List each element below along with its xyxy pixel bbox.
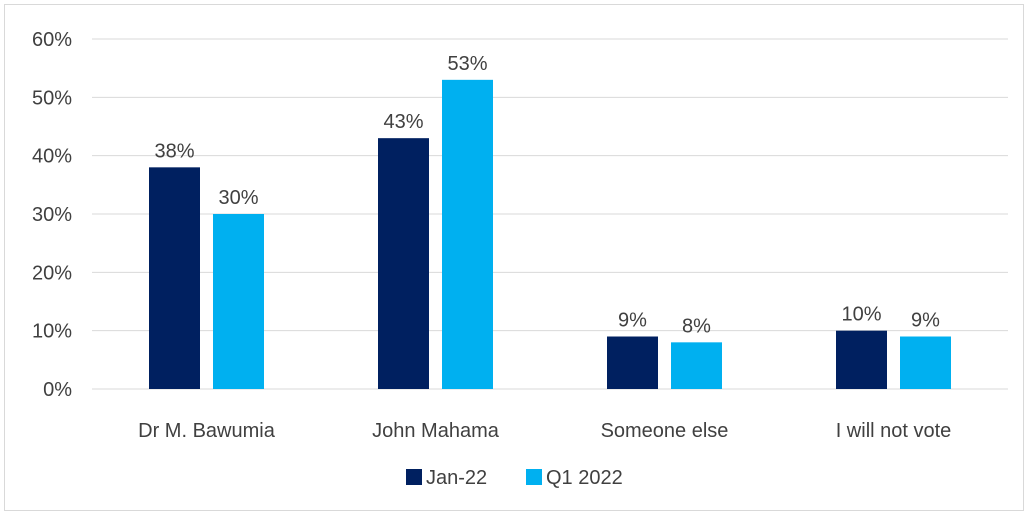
data-label: 43% (383, 111, 423, 133)
y-tick-label: 40% (32, 146, 72, 168)
bar (442, 79, 493, 389)
x-tick-label: Dr M. Bawumia (138, 420, 276, 442)
bar (671, 342, 722, 389)
x-tick-label: John Mahama (372, 420, 500, 442)
bar (378, 138, 429, 389)
bar (213, 214, 264, 389)
data-labels: 38% 30% 43% 53% 9% 8% 10% 9% (154, 53, 940, 338)
x-tick-label: Someone else (601, 420, 729, 442)
y-tick-label: 30% (32, 204, 72, 226)
data-label: 10% (841, 304, 881, 326)
y-axis-ticks: 0% 10% 20% 30% 40% 50% 60% (32, 29, 72, 401)
x-tick-label: I will not vote (836, 420, 952, 442)
data-label: 53% (447, 53, 487, 75)
legend-label: Jan-22 (426, 467, 487, 489)
x-axis-ticks: Dr M. Bawumia John Mahama Someone else I wi… (138, 420, 951, 442)
data-label: 9% (911, 310, 940, 332)
bar (900, 336, 951, 389)
bars (149, 79, 951, 389)
legend-label: Q1 2022 (546, 467, 623, 489)
data-label: 38% (154, 140, 194, 162)
data-label: 8% (682, 315, 711, 337)
y-tick-label: 60% (32, 29, 72, 51)
data-label: 30% (218, 187, 258, 209)
bar (149, 167, 200, 389)
y-tick-label: 0% (43, 379, 72, 401)
y-tick-label: 50% (32, 87, 72, 109)
y-tick-label: 10% (32, 321, 72, 343)
data-label: 9% (618, 310, 647, 332)
legend-swatch (526, 469, 542, 485)
bar (607, 336, 658, 389)
legend: Jan-22 Q1 2022 (406, 467, 623, 489)
legend-swatch (406, 469, 422, 485)
bar (836, 330, 887, 389)
y-tick-label: 20% (32, 262, 72, 284)
